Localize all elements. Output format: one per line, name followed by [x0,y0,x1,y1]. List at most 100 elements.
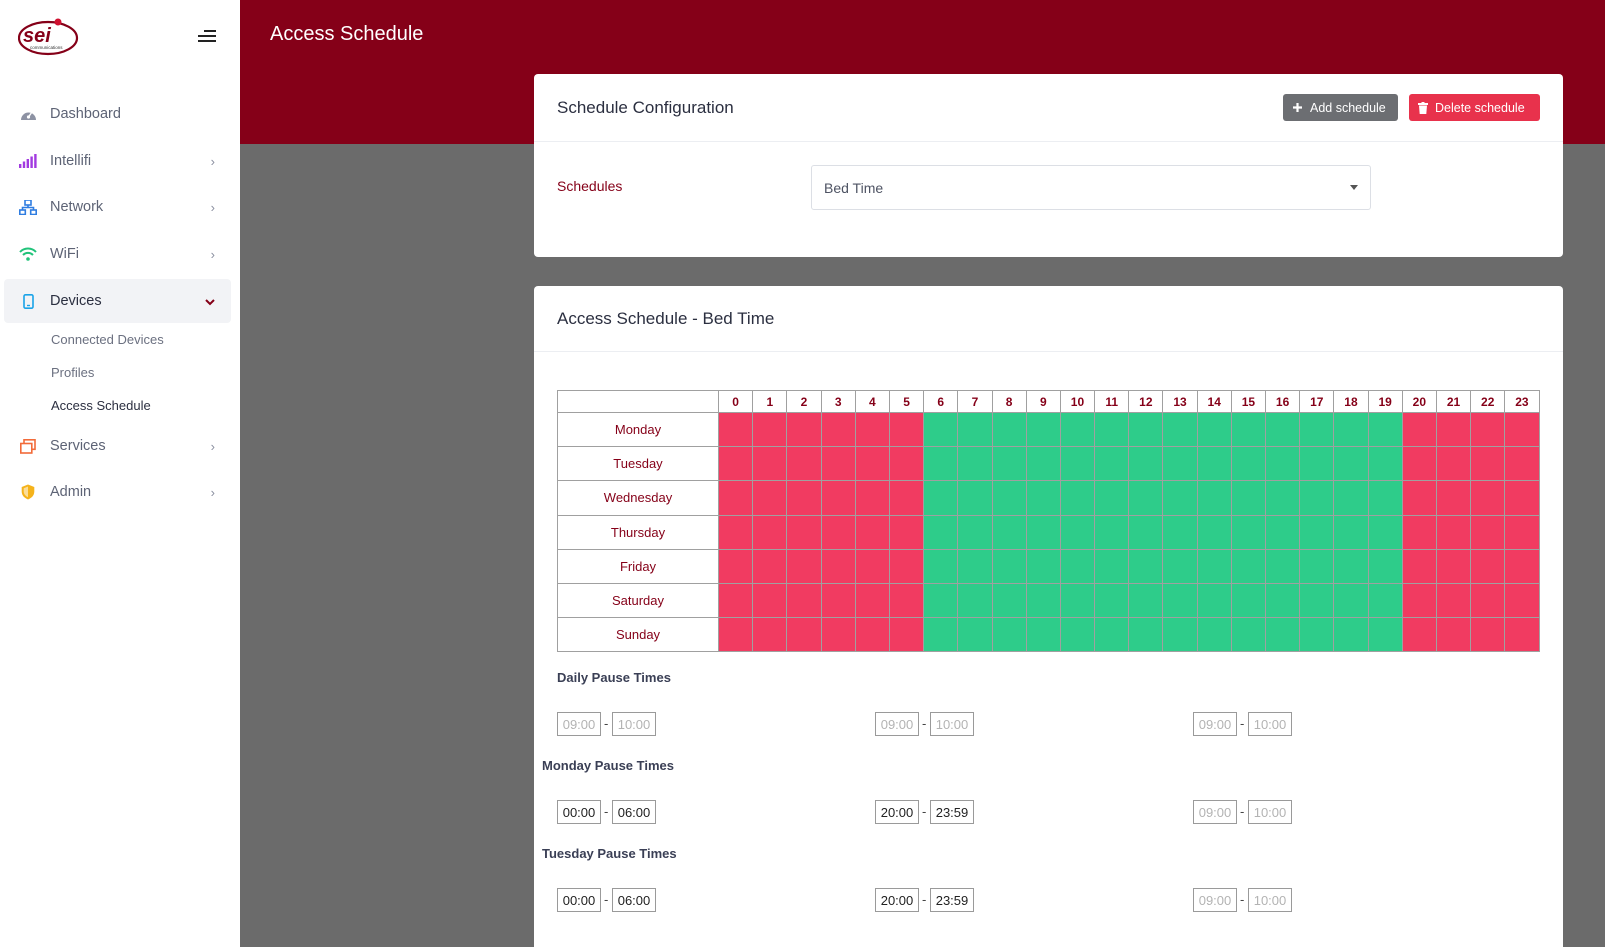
schedule-cell-blocked[interactable] [1504,480,1540,516]
schedule-cell-allowed[interactable] [1094,582,1130,619]
schedule-cell-allowed[interactable] [957,411,993,448]
schedule-cell-allowed[interactable] [1333,617,1369,653]
schedule-cell-allowed[interactable] [1128,480,1164,516]
schedule-cell-allowed[interactable] [1333,514,1369,550]
schedule-cell-allowed[interactable] [1299,411,1335,448]
schedule-cell-allowed[interactable] [957,446,993,482]
schedule-cell-blocked[interactable] [1401,548,1437,584]
pause-end-time-input[interactable]: 10:00 [1248,800,1292,824]
schedule-cell-allowed[interactable] [1367,446,1403,482]
schedule-cell-blocked[interactable] [1504,582,1540,619]
schedule-cell-allowed[interactable] [1059,582,1096,619]
pause-end-time-input[interactable]: 10:00 [1248,888,1292,912]
schedule-cell-allowed[interactable] [1333,411,1369,448]
schedule-cell-allowed[interactable] [1230,617,1267,653]
schedule-cell-allowed[interactable] [957,514,993,550]
schedule-cell-allowed[interactable] [1196,582,1232,619]
schedule-cell-allowed[interactable] [923,480,959,516]
schedule-cell-blocked[interactable] [888,411,925,448]
pause-end-time-input[interactable]: 10:00 [612,712,656,736]
schedule-cell-allowed[interactable] [1264,411,1301,448]
pause-start-time-input[interactable]: 09:00 [557,712,601,736]
schedule-cell-allowed[interactable] [1367,411,1403,448]
schedule-cell-allowed[interactable] [1367,548,1403,584]
schedule-cell-allowed[interactable] [923,446,959,482]
schedule-cell-allowed[interactable] [1059,480,1096,516]
schedule-cell-allowed[interactable] [1367,617,1403,653]
schedule-cell-allowed[interactable] [1162,411,1198,448]
schedule-cell-allowed[interactable] [1025,480,1061,516]
schedule-cell-allowed[interactable] [1196,411,1232,448]
schedule-cell-allowed[interactable] [1059,514,1096,550]
schedule-cell-blocked[interactable] [1470,548,1506,584]
schedule-cell-blocked[interactable] [1504,514,1540,550]
schedule-cell-allowed[interactable] [991,548,1027,584]
schedule-cell-allowed[interactable] [1196,617,1232,653]
schedule-cell-blocked[interactable] [1504,411,1540,448]
schedule-cell-allowed[interactable] [1299,514,1335,550]
schedule-cell-allowed[interactable] [1025,548,1061,584]
schedule-cell-blocked[interactable] [854,514,890,550]
schedule-cell-allowed[interactable] [923,582,959,619]
schedule-cell-allowed[interactable] [957,480,993,516]
schedule-cell-allowed[interactable] [1059,411,1096,448]
schedule-cell-blocked[interactable] [1435,411,1472,448]
schedule-cell-blocked[interactable] [786,446,822,482]
pause-start-time-input[interactable]: 09:00 [1193,712,1237,736]
schedule-cell-allowed[interactable] [1264,446,1301,482]
pause-end-time-input[interactable]: 23:59 [930,888,974,912]
schedule-cell-allowed[interactable] [1162,514,1198,550]
schedule-cell-allowed[interactable] [1196,548,1232,584]
sidebar-item-intellifi[interactable]: Intellifi › [4,139,231,183]
schedule-cell-blocked[interactable] [717,480,754,516]
schedule-cell-allowed[interactable] [991,411,1027,448]
schedule-cell-allowed[interactable] [1162,582,1198,619]
pause-end-time-input[interactable]: 06:00 [612,888,656,912]
schedule-cell-allowed[interactable] [1128,514,1164,550]
schedule-cell-allowed[interactable] [957,548,993,584]
schedule-cell-blocked[interactable] [717,446,754,482]
schedule-cell-allowed[interactable] [1162,480,1198,516]
sidebar-item-dashboard[interactable]: Dashboard [4,92,231,136]
schedule-cell-allowed[interactable] [1128,548,1164,584]
schedule-cell-blocked[interactable] [888,617,925,653]
schedule-cell-allowed[interactable] [1094,617,1130,653]
schedule-cell-allowed[interactable] [923,617,959,653]
sidebar-item-network[interactable]: Network › [4,185,231,229]
schedule-cell-allowed[interactable] [1264,480,1301,516]
schedule-cell-allowed[interactable] [1059,617,1096,653]
schedule-cell-allowed[interactable] [1230,514,1267,550]
schedule-cell-blocked[interactable] [854,446,890,482]
schedule-cell-allowed[interactable] [1367,480,1403,516]
pause-start-time-input[interactable]: 20:00 [875,800,919,824]
schedule-cell-blocked[interactable] [1504,446,1540,482]
schedule-cell-allowed[interactable] [1025,411,1061,448]
schedule-cell-allowed[interactable] [957,617,993,653]
schedule-cell-blocked[interactable] [786,582,822,619]
schedule-cell-blocked[interactable] [717,548,754,584]
schedule-cell-blocked[interactable] [854,548,890,584]
schedule-cell-allowed[interactable] [1128,582,1164,619]
schedule-cell-allowed[interactable] [1162,446,1198,482]
schedule-cell-allowed[interactable] [923,548,959,584]
sidebar-item-devices[interactable]: Devices [4,279,231,323]
schedule-cell-blocked[interactable] [1401,411,1437,448]
pause-start-time-input[interactable]: 09:00 [875,712,919,736]
schedule-cell-allowed[interactable] [1162,617,1198,653]
schedule-cell-allowed[interactable] [1299,582,1335,619]
schedule-cell-allowed[interactable] [991,514,1027,550]
schedule-cell-blocked[interactable] [820,480,856,516]
schedule-cell-allowed[interactable] [991,582,1027,619]
pause-start-time-input[interactable]: 20:00 [875,888,919,912]
sidebar-item-services[interactable]: Services › [4,424,231,468]
schedule-cell-blocked[interactable] [1470,617,1506,653]
schedule-cell-blocked[interactable] [1401,514,1437,550]
delete-schedule-button[interactable]: Delete schedule [1409,94,1540,121]
schedule-cell-blocked[interactable] [1401,480,1437,516]
schedule-cell-allowed[interactable] [957,582,993,619]
schedule-cell-blocked[interactable] [820,617,856,653]
schedule-cell-allowed[interactable] [1264,548,1301,584]
schedule-cell-blocked[interactable] [786,480,822,516]
schedule-cell-blocked[interactable] [820,548,856,584]
schedule-cell-allowed[interactable] [1333,446,1369,482]
